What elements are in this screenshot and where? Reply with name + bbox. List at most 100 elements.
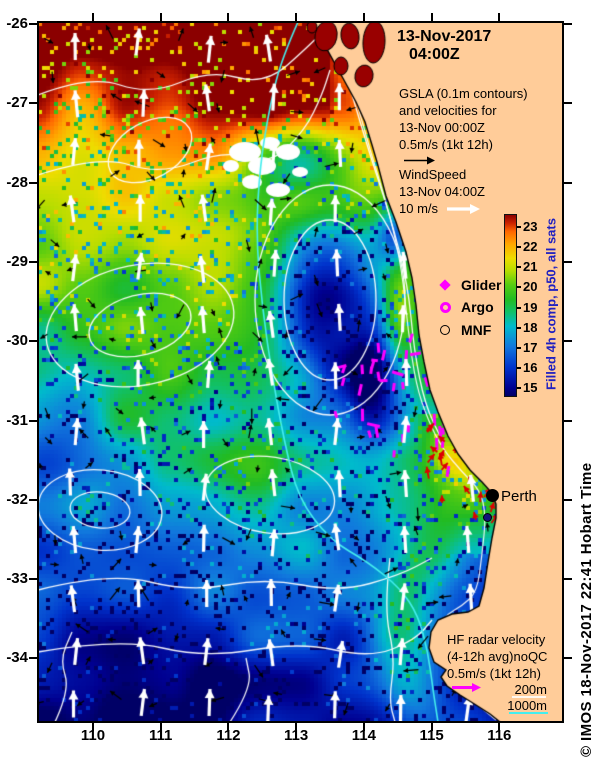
axis-tick-mark xyxy=(29,260,37,263)
axis-tick-mark xyxy=(29,181,37,184)
legend-item-argo: Argo xyxy=(438,299,494,315)
axis-tick-mark xyxy=(564,181,572,184)
axis-tick-mark xyxy=(29,102,37,105)
colorbar-tick-label: 23 xyxy=(523,219,538,234)
axis-tick-mark xyxy=(564,657,572,660)
axis-tick-mark xyxy=(159,723,162,731)
sst-map-canvas xyxy=(38,22,563,722)
axis-tick-mark xyxy=(29,419,37,422)
depth-1000m-line xyxy=(509,712,548,714)
axis-tick-mark xyxy=(227,13,230,21)
gsla-note-line: 13-Nov 00:00Z xyxy=(399,120,485,135)
hf-radar-note: HF radar velocity (4-12h avg)noQC 0.5m/s… xyxy=(447,631,547,693)
axis-tick-mark xyxy=(564,260,572,263)
colorbar-tick-label: 22 xyxy=(523,239,538,255)
colorbar-tick-mark xyxy=(517,266,521,269)
colorbar-tick-label: 18 xyxy=(523,319,538,335)
axis-tick-mark xyxy=(29,340,37,343)
gsla-note-line: and velocities for xyxy=(399,103,497,118)
y-axis-tick-label: -30 xyxy=(6,332,28,350)
wind-sample-arrow xyxy=(447,203,481,214)
argo-circle-icon xyxy=(438,300,452,314)
depth-1000m-label: 1000m xyxy=(507,698,547,713)
gsla-note: GSLA (0.1m contours) and velocities for … xyxy=(399,85,528,166)
axis-tick-mark xyxy=(29,578,37,581)
perth-city-marker xyxy=(486,489,499,502)
x-axis-tick-label: 110 xyxy=(80,727,106,744)
colorbar-tick-mark xyxy=(517,387,521,389)
colorbar-tick-mark xyxy=(517,306,521,309)
axis-tick-mark xyxy=(29,498,37,501)
colorbar-tick-label: 19 xyxy=(523,299,538,315)
depth-200m-line xyxy=(512,696,546,698)
gsla-sample-arrow xyxy=(404,156,435,165)
hf-note-line: HF radar velocity xyxy=(447,632,546,647)
axis-tick-mark xyxy=(564,419,572,422)
axis-tick-mark xyxy=(564,23,572,25)
y-axis-tick-label: -27 xyxy=(6,94,28,112)
axis-tick-mark xyxy=(564,102,572,105)
y-axis-tick-label: -29 xyxy=(6,252,28,270)
wind-note-line: 13-Nov 04:00Z xyxy=(399,184,485,199)
glider-diamond-icon xyxy=(438,278,452,292)
legend-label: MNF xyxy=(461,322,492,338)
axis-tick-mark xyxy=(295,723,298,731)
y-axis-tick-label: -33 xyxy=(6,570,28,588)
legend-label: Glider xyxy=(461,277,502,293)
axis-tick-mark xyxy=(295,13,298,21)
y-axis-tick-label: -28 xyxy=(6,173,28,191)
y-axis-tick-label: -34 xyxy=(6,649,28,667)
y-axis-tick-label: -32 xyxy=(6,490,28,508)
axis-tick-mark xyxy=(564,498,572,501)
wind-note-line: 10 m/s xyxy=(399,201,439,216)
x-axis-tick-label: 113 xyxy=(284,727,309,744)
legend-item-glider: Glider xyxy=(438,277,501,293)
map-title-time: 04:00Z xyxy=(409,46,460,63)
colorbar-tick-label: 16 xyxy=(523,359,538,375)
axis-tick-mark xyxy=(430,723,433,731)
map-title-date: 13-Nov-2017 xyxy=(397,28,492,45)
axis-tick-mark xyxy=(29,657,37,660)
legend-item-mnf: MNF xyxy=(438,322,491,338)
y-axis-tick-label: -31 xyxy=(6,411,28,429)
colorbar-tick-mark xyxy=(517,326,521,329)
colorbar xyxy=(504,214,517,397)
hf-note-line: 0.5m/s (1kt 12h) xyxy=(447,666,541,681)
axis-tick-mark xyxy=(159,13,162,21)
colorbar-tick-mark xyxy=(517,286,521,289)
perth-city-label: Perth xyxy=(501,488,537,505)
axis-tick-mark xyxy=(564,578,572,581)
axis-tick-mark xyxy=(430,13,433,21)
depth-200m-label: 200m xyxy=(514,682,547,697)
colorbar-tick-mark xyxy=(517,246,521,249)
gsla-note-line: 0.5m/s (1kt 12h) xyxy=(399,137,493,152)
axis-tick-mark xyxy=(498,723,501,731)
mnf-circle-icon xyxy=(438,323,452,337)
colorbar-tick-label: 20 xyxy=(523,279,538,295)
axis-tick-mark xyxy=(564,340,572,343)
axis-tick-mark xyxy=(362,723,365,731)
wind-note-line: WindSpeed xyxy=(399,167,467,182)
axis-tick-mark xyxy=(92,723,94,731)
colorbar-tick-mark xyxy=(517,226,521,228)
colorbar-tick-mark xyxy=(517,366,521,369)
colorbar-tick-mark xyxy=(517,346,521,349)
legend-label: Argo xyxy=(461,299,494,315)
x-axis-tick-label: 116 xyxy=(487,727,512,744)
axis-tick-mark xyxy=(362,13,365,21)
y-axis-tick-label: -26 xyxy=(6,15,28,32)
hf-sample-arrow xyxy=(452,683,481,692)
colorbar-title: Filled 4h comp, p50, all sats xyxy=(543,218,559,390)
colorbar-tick-label: 15 xyxy=(523,380,538,395)
gsla-note-line: GSLA (0.1m contours) xyxy=(399,86,528,101)
x-axis-tick-label: 114 xyxy=(351,727,376,744)
axis-tick-mark xyxy=(227,723,230,731)
x-axis-tick-label: 112 xyxy=(216,727,241,744)
vessel-marker xyxy=(483,513,492,522)
wind-note: WindSpeed 13-Nov 04:00Z 10 m/s xyxy=(399,166,485,217)
x-axis-tick-label: 115 xyxy=(419,727,444,744)
axis-tick-mark xyxy=(498,13,501,21)
imos-credit: © IMOS 18-Nov-2017 22:41 Hobart Time xyxy=(578,462,595,757)
x-axis-tick-label: 111 xyxy=(149,727,173,744)
axis-tick-mark xyxy=(29,23,37,25)
